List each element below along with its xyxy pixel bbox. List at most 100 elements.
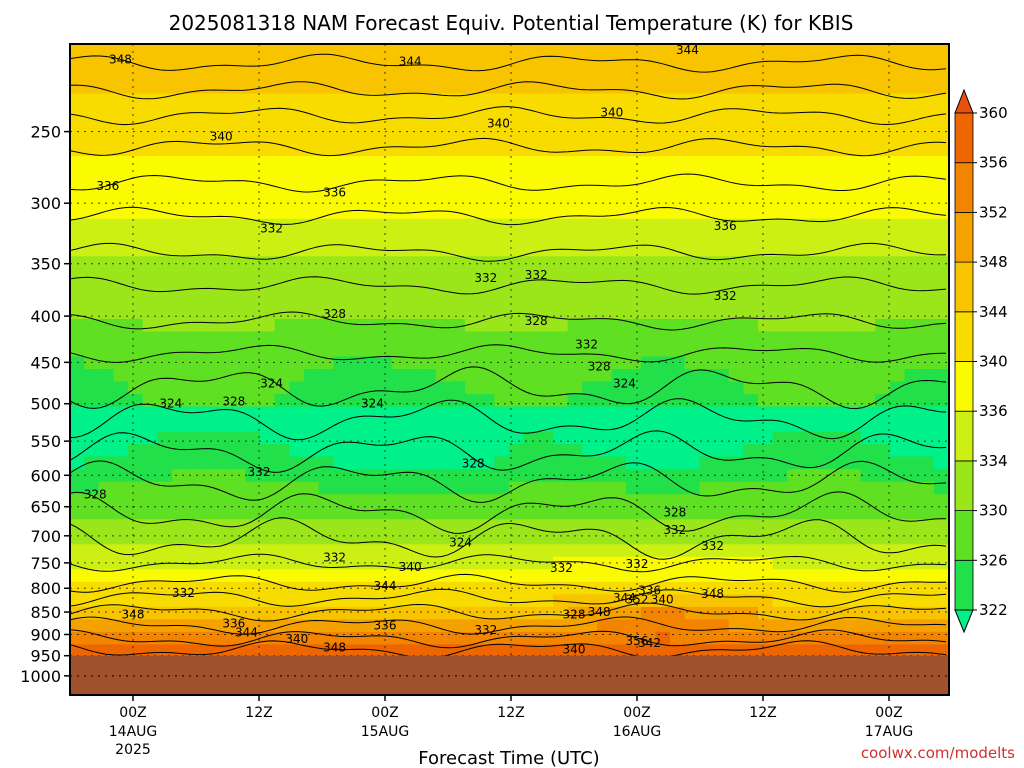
fill-cell (714, 343, 730, 358)
fill-cell (142, 569, 159, 583)
fill-cell (172, 281, 188, 295)
fill-cell (816, 356, 833, 370)
fill-cell (538, 469, 554, 483)
fill-cell (611, 243, 628, 258)
fill-cell (552, 406, 569, 421)
fill-cell (596, 256, 613, 270)
fill-cell (157, 231, 174, 245)
fill-cell (303, 343, 320, 358)
fill-cell (889, 444, 906, 458)
fill-cell (421, 306, 437, 320)
fill-cell (201, 193, 217, 208)
fill-cell (626, 243, 642, 258)
fill-cell (655, 644, 672, 658)
fill-cell (596, 44, 613, 58)
fill-cell (406, 381, 423, 396)
fill-cell (435, 331, 452, 345)
fill-cell (142, 381, 159, 396)
fill-cell (172, 406, 188, 421)
fill-cell (303, 469, 320, 483)
fill-cell (245, 381, 261, 396)
fill-cell (933, 619, 949, 633)
fill-cell (113, 356, 130, 370)
fill-cell (787, 81, 803, 95)
fill-cell (391, 93, 408, 108)
fill-cell (113, 494, 130, 508)
fill-cell (728, 469, 745, 483)
fill-cell (845, 444, 862, 458)
fill-cell (70, 81, 86, 95)
fill-cell (640, 93, 657, 108)
fill-cell (70, 519, 86, 533)
fill-cell (626, 93, 642, 108)
fill-cell (523, 68, 540, 83)
fill-cell (142, 581, 159, 596)
fill-cell (933, 519, 949, 533)
fill-cell (98, 44, 115, 58)
fill-cell (523, 206, 540, 220)
fill-cell (743, 419, 760, 433)
fill-cell (875, 206, 891, 220)
fill-cell (772, 293, 789, 308)
contour-label: 356 (626, 634, 649, 648)
fill-cell (728, 56, 745, 70)
fill-cell (743, 231, 760, 245)
fill-cell (347, 494, 364, 508)
fill-cell (523, 268, 540, 283)
fill-cell (758, 44, 774, 58)
fill-cell (318, 519, 335, 533)
fill-cell (201, 243, 217, 258)
fill-cell (611, 556, 628, 571)
fill-cell (289, 619, 305, 633)
fill-cell (391, 594, 408, 608)
fill-cell (157, 594, 174, 608)
fill-cell (904, 181, 921, 195)
fill-cell (391, 293, 408, 308)
fill-cell (303, 131, 320, 145)
fill-cell (128, 569, 144, 583)
fill-cell (904, 431, 921, 446)
fill-cell (889, 106, 906, 120)
fill-cell (728, 281, 745, 295)
fill-cell (98, 481, 115, 496)
fill-cell (904, 394, 921, 408)
fill-cell (933, 206, 949, 220)
fill-cell (289, 131, 305, 145)
fill-cell (259, 456, 276, 471)
fill-cell (523, 394, 540, 408)
fill-cell (552, 519, 569, 533)
fill-cell (640, 268, 657, 283)
fill-cell (318, 268, 335, 283)
fill-cell (216, 131, 232, 145)
fill-cell (186, 569, 203, 583)
fill-cell (494, 106, 510, 120)
fill-cell (699, 268, 716, 283)
fill-cell (787, 356, 803, 370)
fill-cell (758, 469, 774, 483)
fill-cell (421, 494, 437, 508)
fill-cell (465, 181, 481, 195)
fill-cell (640, 606, 657, 621)
fill-cell (552, 569, 569, 583)
fill-cell (450, 506, 467, 521)
fill-cell (904, 93, 921, 108)
fill-cell (670, 106, 686, 120)
fill-cell (860, 606, 877, 621)
fill-cell (538, 381, 554, 396)
fill-cell (362, 519, 379, 533)
fill-cell (377, 156, 393, 170)
fill-cell (582, 519, 598, 533)
fill-cell (626, 431, 642, 446)
fill-cell (758, 168, 774, 183)
fill-cell (435, 218, 452, 233)
fill-cell (98, 193, 115, 208)
fill-cell (274, 306, 291, 320)
fill-cell (494, 293, 510, 308)
fill-cell (479, 456, 496, 471)
fill-cell (142, 231, 159, 245)
fill-cell (172, 594, 188, 608)
fill-cell (289, 281, 305, 295)
fill-cell (172, 356, 188, 370)
fill-cell (787, 231, 803, 245)
fill-cell (567, 281, 584, 295)
